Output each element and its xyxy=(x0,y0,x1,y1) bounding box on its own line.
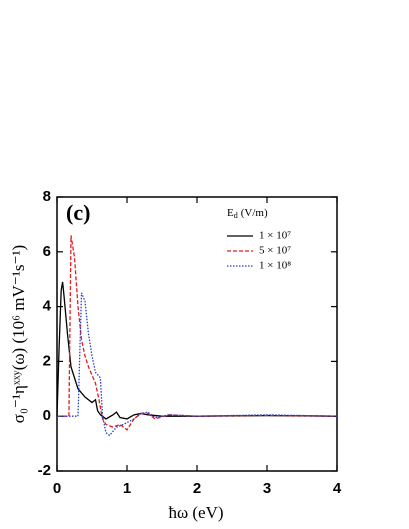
legend-title-unit: (V/m) xyxy=(241,207,268,219)
x-tick-label: 0 xyxy=(53,480,61,497)
x-tick-label: 3 xyxy=(263,480,271,497)
annotation: (c) xyxy=(66,200,90,225)
data-line xyxy=(56,281,338,420)
y-tick-label: 2 xyxy=(43,352,51,369)
y-axis-label: σ₀⁻¹ηˣˣʸ(ω) (10⁶ mV⁻¹s⁻¹) xyxy=(9,245,28,423)
y-tick-label: -2 xyxy=(38,462,51,479)
y-tick-label: 6 xyxy=(43,243,51,260)
x-tick-label: 4 xyxy=(333,480,342,497)
data-line xyxy=(57,292,338,437)
y-tick-label: 8 xyxy=(43,188,51,205)
data-line xyxy=(57,235,338,431)
legend-label: 1 × 10⁸ xyxy=(259,260,291,272)
plot-frame xyxy=(56,196,338,472)
legend-title-subscript: d xyxy=(234,211,238,220)
x-tick-label: 1 xyxy=(123,480,131,497)
x-axis-label: ħω (eV) xyxy=(168,503,223,522)
legend-title: Ed (V/m) xyxy=(227,207,268,220)
legend-title-symbol: E xyxy=(227,207,234,219)
x-tick-label: 2 xyxy=(193,480,201,497)
y-tick-label: 0 xyxy=(43,407,51,424)
legend-label: 1 × 10⁷ xyxy=(259,230,291,242)
legend-label: 5 × 10⁷ xyxy=(259,245,291,257)
y-tick-label: 4 xyxy=(43,298,52,315)
